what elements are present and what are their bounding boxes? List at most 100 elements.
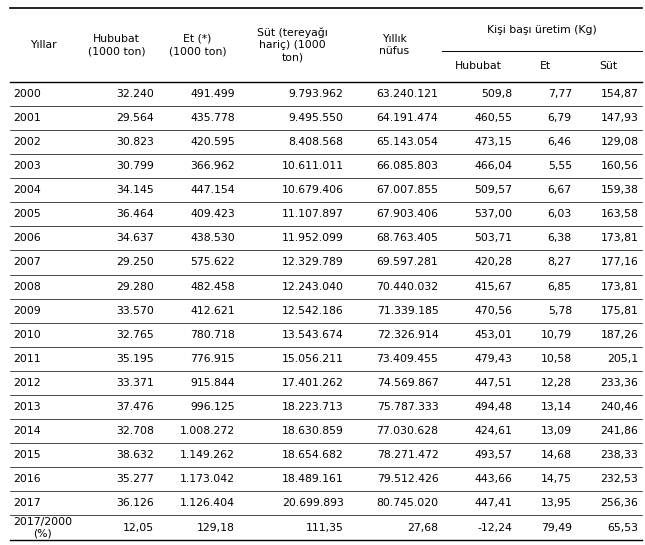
Text: 2008: 2008 (13, 282, 41, 292)
Text: 482.458: 482.458 (190, 282, 235, 292)
Text: 509,8: 509,8 (481, 89, 512, 99)
Text: 10.679.406: 10.679.406 (282, 185, 344, 195)
Text: 493,57: 493,57 (474, 450, 512, 460)
Text: 453,01: 453,01 (474, 330, 512, 340)
Text: 2003: 2003 (13, 161, 41, 171)
Text: 67.007.855: 67.007.855 (377, 185, 439, 195)
Text: 205,1: 205,1 (608, 354, 639, 364)
Text: 154,87: 154,87 (600, 89, 639, 99)
Text: 460,55: 460,55 (474, 113, 512, 123)
Text: 173,81: 173,81 (600, 233, 639, 244)
Text: 6,67: 6,67 (548, 185, 572, 195)
Text: 6,38: 6,38 (548, 233, 572, 244)
Text: Süt: Süt (599, 61, 617, 71)
Text: 12,05: 12,05 (123, 523, 154, 532)
Text: Yıllık
nüfus: Yıllık nüfus (379, 34, 410, 56)
Text: 575.622: 575.622 (190, 257, 235, 268)
Text: 177,16: 177,16 (600, 257, 639, 268)
Text: 11.107.897: 11.107.897 (282, 209, 344, 219)
Text: 233,36: 233,36 (600, 378, 639, 388)
Text: 11.952.099: 11.952.099 (282, 233, 344, 244)
Text: 2012: 2012 (13, 378, 41, 388)
Text: 420,28: 420,28 (474, 257, 512, 268)
Text: 66.085.803: 66.085.803 (377, 161, 439, 171)
Text: 79,49: 79,49 (541, 523, 572, 532)
Text: 438.530: 438.530 (190, 233, 235, 244)
Text: 2005: 2005 (13, 209, 41, 219)
Text: 29.280: 29.280 (116, 282, 154, 292)
Text: 7,77: 7,77 (548, 89, 572, 99)
Text: -12,24: -12,24 (477, 523, 512, 532)
Text: 6,03: 6,03 (548, 209, 572, 219)
Text: 9.495.550: 9.495.550 (288, 113, 344, 123)
Text: 65,53: 65,53 (608, 523, 639, 532)
Text: 1.173.042: 1.173.042 (180, 474, 235, 485)
Text: 36.464: 36.464 (116, 209, 154, 219)
Text: 2011: 2011 (13, 354, 41, 364)
Text: 10.611.011: 10.611.011 (282, 161, 344, 171)
Text: 412.621: 412.621 (190, 306, 235, 316)
Text: 64.191.474: 64.191.474 (377, 113, 439, 123)
Text: 129,18: 129,18 (197, 523, 235, 532)
Text: 38.632: 38.632 (116, 450, 154, 460)
Text: 409.423: 409.423 (190, 209, 235, 219)
Text: 537,00: 537,00 (474, 209, 512, 219)
Text: 78.271.472: 78.271.472 (377, 450, 439, 460)
Text: 33.371: 33.371 (116, 378, 154, 388)
Text: 5,55: 5,55 (548, 161, 572, 171)
Text: 9.793.962: 9.793.962 (289, 89, 344, 99)
Text: 29.250: 29.250 (116, 257, 154, 268)
Text: Kişi başı üretim (Kg): Kişi başı üretim (Kg) (487, 25, 597, 34)
Text: 509,57: 509,57 (474, 185, 512, 195)
Text: 32.708: 32.708 (116, 426, 154, 436)
Text: 20.699.893: 20.699.893 (282, 499, 344, 508)
Text: 29.564: 29.564 (116, 113, 154, 123)
Text: 65.143.054: 65.143.054 (377, 137, 439, 147)
Text: 491.499: 491.499 (190, 89, 235, 99)
Text: 420.595: 420.595 (190, 137, 235, 147)
Text: 12.329.789: 12.329.789 (282, 257, 344, 268)
Text: 447,51: 447,51 (474, 378, 512, 388)
Text: 415,67: 415,67 (474, 282, 512, 292)
Text: 74.569.867: 74.569.867 (377, 378, 439, 388)
Text: Yıllar: Yıllar (30, 40, 56, 50)
Text: 2017/2000
(%): 2017/2000 (%) (13, 517, 72, 538)
Text: 27,68: 27,68 (408, 523, 439, 532)
Text: 2010: 2010 (13, 330, 41, 340)
Text: 366.962: 366.962 (190, 161, 235, 171)
Text: Hububat: Hububat (455, 61, 502, 71)
Text: Hububat
(1000 ton): Hububat (1000 ton) (88, 34, 146, 56)
Text: 77.030.628: 77.030.628 (377, 426, 439, 436)
Text: 479,43: 479,43 (474, 354, 512, 364)
Text: 32.765: 32.765 (116, 330, 154, 340)
Text: 6,46: 6,46 (548, 137, 572, 147)
Text: 2004: 2004 (13, 185, 41, 195)
Text: 69.597.281: 69.597.281 (377, 257, 439, 268)
Text: 424,61: 424,61 (474, 426, 512, 436)
Text: 34.145: 34.145 (116, 185, 154, 195)
Text: 12.243.040: 12.243.040 (282, 282, 344, 292)
Text: 36.126: 36.126 (116, 499, 154, 508)
Text: 14,75: 14,75 (541, 474, 572, 485)
Text: 494,48: 494,48 (474, 402, 512, 412)
Text: 1.126.404: 1.126.404 (180, 499, 235, 508)
Text: 2014: 2014 (13, 426, 41, 436)
Text: 8.408.568: 8.408.568 (288, 137, 344, 147)
Text: 68.763.405: 68.763.405 (377, 233, 439, 244)
Text: 10,79: 10,79 (541, 330, 572, 340)
Text: 447,41: 447,41 (474, 499, 512, 508)
Text: 18.630.859: 18.630.859 (282, 426, 344, 436)
Text: 187,26: 187,26 (600, 330, 639, 340)
Text: 996.125: 996.125 (190, 402, 235, 412)
Text: 1.008.272: 1.008.272 (179, 426, 235, 436)
Text: Et: Et (540, 61, 551, 71)
Text: 67.903.406: 67.903.406 (377, 209, 439, 219)
Text: 111,35: 111,35 (306, 523, 344, 532)
Text: 12.542.186: 12.542.186 (282, 306, 344, 316)
Text: Et (*)
(1000 ton): Et (*) (1000 ton) (169, 34, 226, 56)
Text: 2017: 2017 (13, 499, 41, 508)
Text: 470,56: 470,56 (474, 306, 512, 316)
Text: 73.409.455: 73.409.455 (377, 354, 439, 364)
Text: 1.149.262: 1.149.262 (180, 450, 235, 460)
Text: 241,86: 241,86 (600, 426, 639, 436)
